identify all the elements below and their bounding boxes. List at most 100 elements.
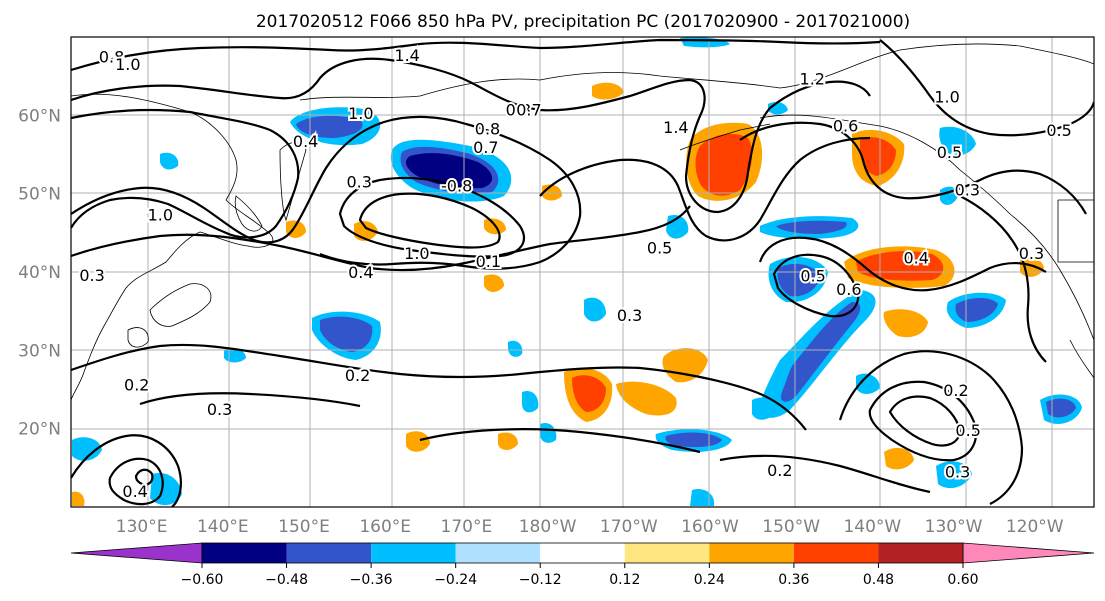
colorbar-extend-high [962, 542, 1095, 564]
precip-blob [616, 381, 677, 416]
latitude-ticks: 60°N 50°N 40°N 30°N 20°N [18, 106, 61, 439]
contour-label: 0.5 [800, 267, 825, 286]
coastline [679, 123, 771, 151]
precip-blob [484, 274, 504, 292]
colorbar-segment [371, 543, 456, 563]
contour-label: 1.0 [404, 244, 429, 263]
contour-label: 0.3 [79, 266, 104, 285]
map-panel: 0.81.0 1.41.21.00.80.80.70.70.40.3 -0.81.4… [70, 36, 1095, 508]
colorbar-tick-label: 0.60 [947, 572, 978, 588]
contour-label: 0.5 [647, 239, 672, 258]
colorbar: −0.60 −0.48 −0.36 −0.24 −0.12 0.12 0.24 0.36 0.4… [70, 542, 1095, 588]
lon-tick-label: 160°E [359, 517, 411, 537]
lon-tick-label: 150°E [278, 517, 330, 537]
precip-blob [1046, 398, 1076, 418]
pv-contour [108, 457, 164, 506]
lat-tick-label: 50°N [18, 185, 61, 205]
coastline [759, 114, 1094, 341]
contour-label: 0.7 [473, 138, 498, 157]
gridlines [71, 37, 1094, 507]
pv-contour [71, 343, 807, 431]
precip-blob [752, 397, 776, 420]
contour-label: 1.0 [148, 206, 173, 225]
colorbar-extend-low [70, 542, 203, 564]
pv-contour [959, 195, 1047, 363]
coastline [127, 327, 149, 348]
contour-label: -0.8 [441, 177, 472, 196]
coastline [71, 93, 274, 401]
precip-blob [320, 316, 373, 352]
pv-contour [71, 38, 881, 72]
precip-blob [592, 82, 624, 100]
precip-blob [939, 126, 976, 156]
lon-tick-label: 120°W [1006, 517, 1064, 537]
colorbar-segment [624, 543, 710, 563]
contour-label: 0.6 [836, 280, 861, 299]
contour-label: 0.5 [937, 143, 962, 162]
precip-blob [72, 437, 102, 461]
precip-blob [856, 251, 944, 281]
contour-label: 1.0 [115, 55, 140, 74]
colorbar-frame [201, 542, 964, 564]
coastline [149, 283, 212, 327]
lat-tick-label: 60°N [18, 106, 61, 126]
contour-label: 0.5 [955, 421, 980, 440]
pv-contour [71, 57, 871, 214]
colorbar-tick-label: −0.12 [519, 572, 562, 588]
pv-contour [879, 39, 1094, 137]
longitude-ticks: 130°E 140°E 150°E 160°E 170°E 180°W 170°W 160°W… [116, 517, 1064, 537]
colorbar-segment [286, 543, 372, 563]
colorbar-segment [793, 543, 879, 563]
contour-label: 0.1 [476, 252, 501, 271]
lon-tick-label: 140°W [843, 517, 901, 537]
contour-label: 0.7 [516, 101, 541, 120]
lon-tick-label: 130°W [925, 517, 983, 537]
precip-blob [780, 302, 861, 402]
precip-shading [72, 37, 1082, 506]
lon-tick-label: 170°W [600, 517, 658, 537]
pv-contour [139, 392, 361, 408]
precip-blob [286, 220, 306, 238]
pv-contour [758, 236, 1047, 292]
pv-contour [71, 205, 691, 272]
precip-blob [572, 375, 606, 412]
contour-label: 1.4 [663, 118, 688, 137]
precip-blob [508, 340, 523, 357]
pv-contour [868, 380, 978, 462]
lon-tick-label: 180°W [519, 517, 577, 537]
precip-blob [936, 461, 972, 489]
contour-label: 0.2 [345, 366, 370, 385]
colorbar-tick-label: −0.24 [434, 572, 477, 588]
precip-blob [665, 432, 722, 448]
contour-label: 0.2 [943, 381, 968, 400]
precip-blob [296, 115, 363, 138]
contour-label: 1.2 [800, 69, 825, 88]
colorbar-tick-label: −0.48 [265, 572, 308, 588]
precip-blob [406, 431, 430, 452]
contour-label: 0.4 [903, 249, 928, 268]
precip-blob [690, 488, 715, 506]
chart-title: 2017020512 F066 850 hPa PV, precipitatio… [256, 12, 910, 32]
precip-blob [72, 491, 85, 506]
contour-label: 0.8 [506, 101, 531, 120]
coastline [234, 195, 263, 232]
contour-label: 0.3 [207, 400, 232, 419]
contour-label: 0.3 [1019, 244, 1044, 263]
lon-tick-label: 150°W [762, 517, 820, 537]
contour-label: 0.3 [955, 181, 980, 200]
contour-label: 0.4 [122, 482, 147, 501]
colorbar-tick-label: 0.24 [694, 572, 725, 588]
lon-tick-label: 160°W [681, 517, 739, 537]
colorbar-tick-label: −0.36 [350, 572, 393, 588]
contour-label: 0.3 [346, 173, 371, 192]
pv-contour [838, 350, 1024, 505]
pv-contour [739, 121, 1087, 215]
precip-blob [883, 309, 928, 338]
precip-blob [856, 373, 880, 394]
precip-blob [522, 390, 539, 413]
pv-contour [772, 253, 860, 318]
lat-tick-label: 20°N [18, 420, 61, 440]
precip-blob [584, 297, 606, 322]
